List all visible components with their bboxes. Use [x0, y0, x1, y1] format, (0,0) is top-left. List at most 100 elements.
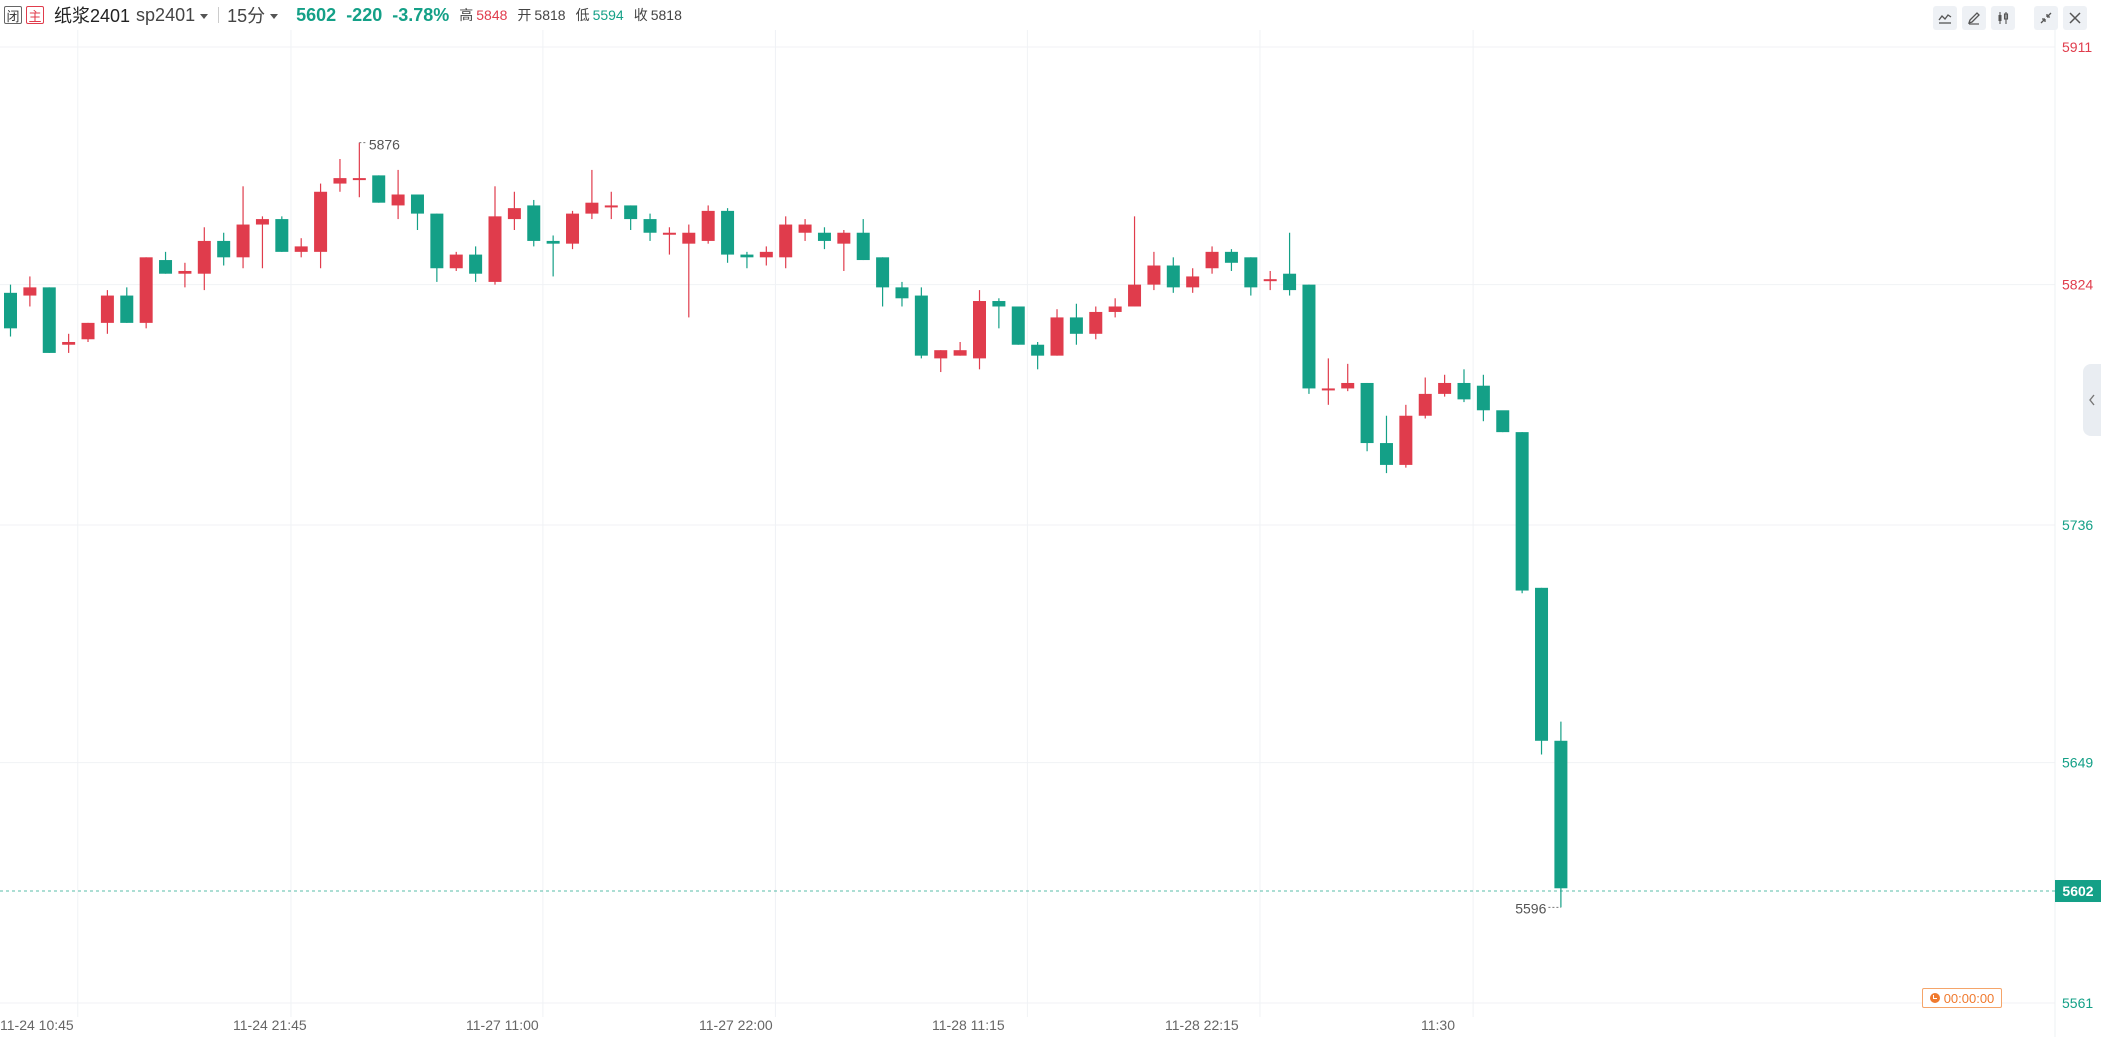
- time-tick-label: 11-28 22:15: [1165, 1017, 1239, 1033]
- candle-body: [798, 224, 812, 233]
- draw-pencil-icon[interactable]: [1962, 6, 1986, 30]
- candle-body: [178, 270, 192, 274]
- countdown-value: 00:00:00: [1943, 990, 1995, 1006]
- candle-body: [1302, 284, 1316, 389]
- chart-grid: [0, 30, 2056, 1037]
- price-axis: 5911 5824 5736 5649 5561: [2062, 39, 2093, 1011]
- close-stat: 收 5818: [634, 5, 682, 25]
- candle-body: [197, 240, 211, 274]
- candle-body: [1535, 587, 1549, 741]
- quote-summary: 闭 主 纸浆2401 sp2401 15分 5602 -220 -3.78% 高…: [4, 3, 682, 27]
- open-stat: 开 5818: [517, 5, 565, 25]
- candle-body: [81, 322, 95, 340]
- price-tick-label: 5911: [2062, 39, 2092, 55]
- candle-style-icon[interactable]: [1991, 6, 2015, 30]
- candle-body: [1476, 385, 1490, 411]
- high-stat: 高 5848: [459, 5, 507, 25]
- time-tick-label: 11-28 11:15: [932, 1017, 1005, 1033]
- countdown-badge: 00:00:00: [1922, 988, 2002, 1008]
- candle-body: [662, 232, 676, 235]
- candle-body: [953, 350, 967, 356]
- price-tick-label: 5561: [2062, 995, 2093, 1011]
- price-tick-label: 5824: [2062, 277, 2093, 293]
- candle-body: [1341, 382, 1355, 389]
- shrink-icon[interactable]: [2034, 6, 2058, 30]
- price-change-percent: -3.78%: [392, 4, 450, 25]
- candle-body: [1031, 344, 1045, 356]
- candle-body: [449, 254, 463, 269]
- candle-body: [139, 257, 153, 323]
- time-tick-label: 11-24 21:45: [233, 1017, 307, 1033]
- candle-body: [507, 208, 521, 220]
- instrument-code[interactable]: sp2401: [136, 4, 196, 25]
- candle-body: [643, 219, 657, 233]
- close-label: 收: [633, 7, 648, 23]
- instrument-name: 纸浆2401: [54, 6, 131, 26]
- candle-body: [973, 301, 986, 359]
- main-contract-tag: 主: [26, 6, 44, 24]
- side-panel-toggle[interactable]: [2083, 364, 2101, 436]
- candle-body: [217, 240, 231, 258]
- close-icon[interactable]: [2063, 6, 2087, 30]
- candle-body: [42, 287, 56, 353]
- candle-body: [585, 202, 599, 214]
- candle-body: [372, 175, 386, 203]
- candle-body: [1418, 393, 1432, 416]
- high-label: 高: [459, 7, 474, 23]
- divider: [218, 7, 220, 23]
- candle-body: [4, 292, 17, 329]
- period-selector[interactable]: 15分: [227, 6, 266, 26]
- candle-body: [856, 232, 870, 261]
- candle-body: [352, 178, 366, 181]
- candle-body: [1554, 740, 1568, 889]
- chevron-down-icon[interactable]: [270, 13, 279, 19]
- candle-body: [759, 251, 773, 258]
- candle-body: [624, 205, 638, 220]
- low-label: 低: [575, 7, 590, 23]
- high-value: 5848: [476, 7, 508, 23]
- candle-body: [1244, 257, 1258, 288]
- time-tick-label: 11-27 11:00: [466, 1017, 539, 1033]
- candle-body: [566, 213, 580, 244]
- candle-body: [120, 295, 134, 323]
- extreme-markers: 5602 5876 5596: [0, 137, 2101, 916]
- candle-body: [255, 219, 269, 225]
- candle-body: [1147, 265, 1161, 285]
- market-closed-tag: 闭: [4, 6, 22, 24]
- candle-body: [1050, 317, 1064, 356]
- candle-body: [1011, 306, 1025, 345]
- candle-body: [430, 213, 444, 269]
- candle-body: [1089, 311, 1103, 334]
- candle-body: [740, 254, 754, 258]
- time-axis: 11-24 10:45 11-24 21:45 11-27 11:00 11-27 2…: [0, 1017, 1455, 1033]
- low-stat: 低 5594: [576, 5, 624, 25]
- time-tick-label: 11-27 22:00: [699, 1017, 773, 1033]
- candle-body: [992, 301, 1006, 307]
- candle-body: [1283, 273, 1297, 291]
- chevron-down-icon[interactable]: [200, 13, 209, 19]
- candle-body: [1379, 443, 1393, 465]
- candle-body: [779, 224, 793, 258]
- candle-body: [682, 232, 696, 244]
- candle-body: [934, 350, 948, 359]
- candle-body: [488, 216, 502, 282]
- candle-body: [1457, 382, 1471, 400]
- chart-toolbar: [1928, 6, 2087, 30]
- last-price: 5602: [296, 4, 337, 25]
- candle-body: [604, 205, 618, 208]
- candle-body: [294, 246, 308, 252]
- time-tick-label: 11-24 10:45: [0, 1017, 74, 1033]
- candle-body: [1496, 410, 1510, 433]
- candle-body: [876, 257, 890, 288]
- candle-body: [1438, 382, 1452, 394]
- open-label: 开: [517, 7, 532, 23]
- candle-body: [1166, 265, 1180, 288]
- line-indicator-icon[interactable]: [1933, 6, 1957, 30]
- candle-body: [62, 341, 76, 345]
- candle-body: [410, 194, 424, 214]
- last-price-tag: [2055, 880, 2101, 903]
- candlestick-chart[interactable]: 5602 5876 5596 5911 5824 5736 5649 5561 11-24 …: [0, 30, 2101, 1037]
- candle-body: [721, 210, 735, 255]
- candle-body: [1321, 388, 1335, 391]
- candle-body: [1069, 317, 1083, 334]
